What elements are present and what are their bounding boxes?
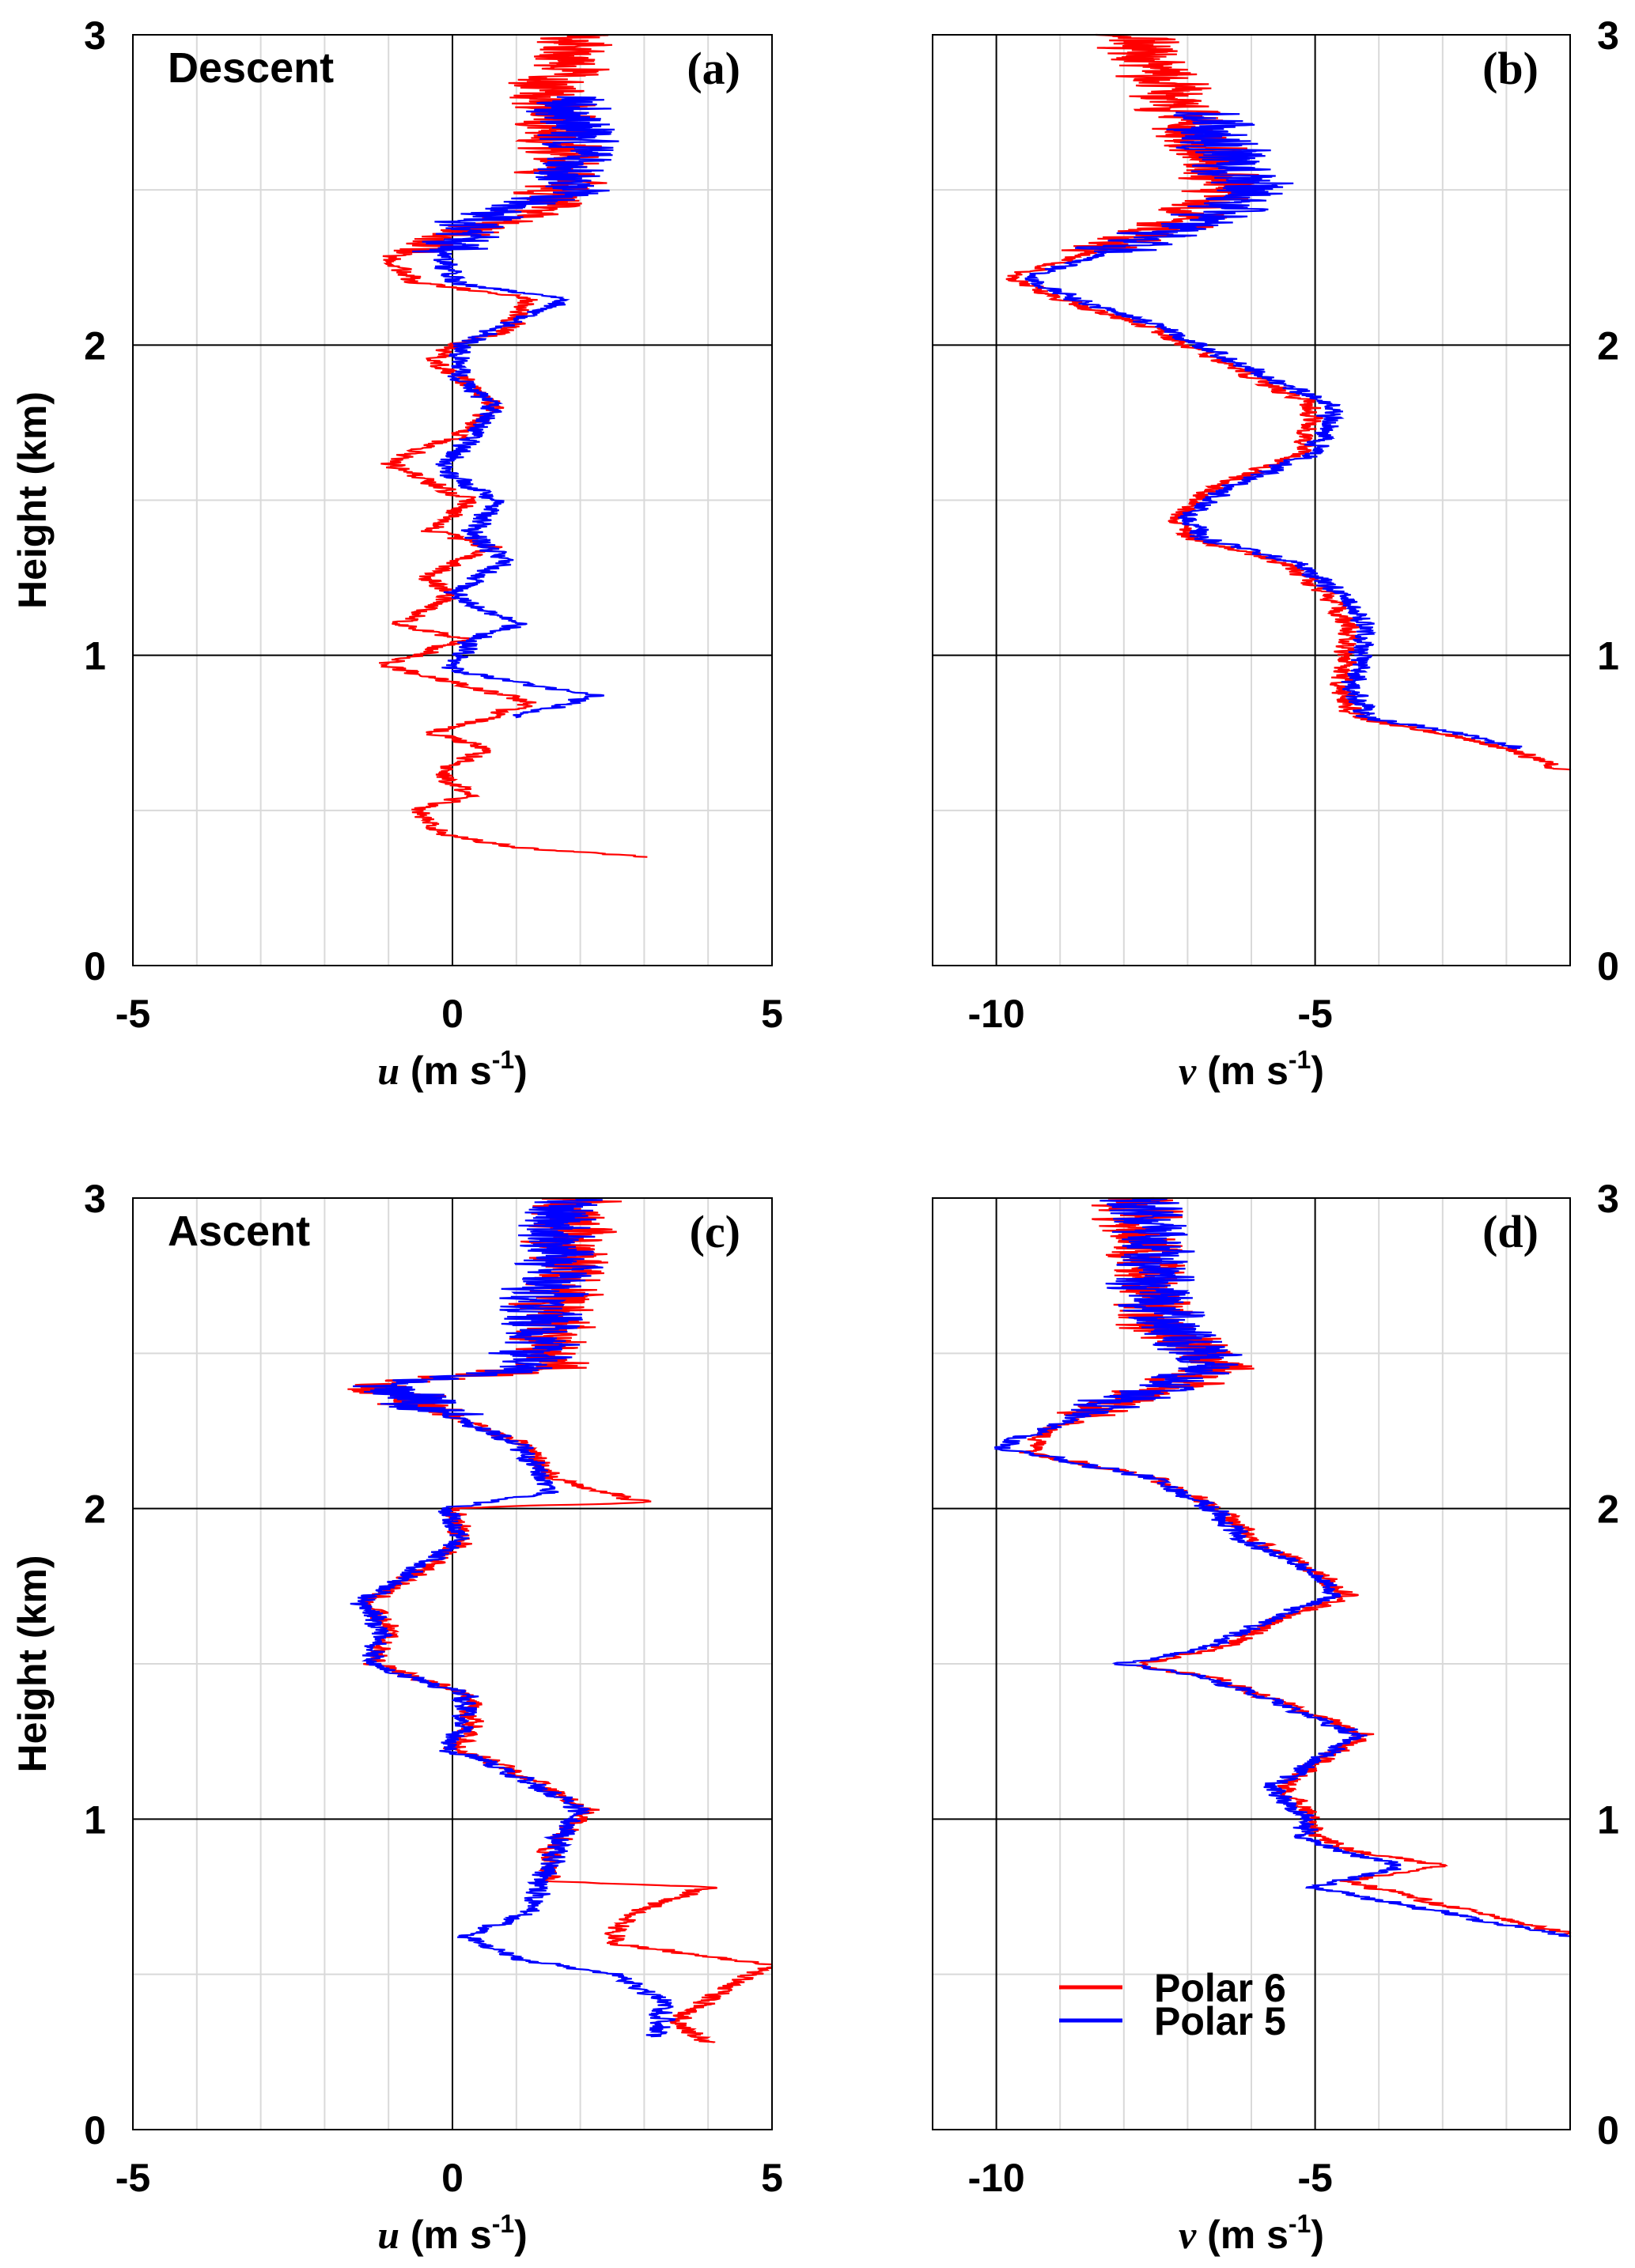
x-axis-exponent: -1 [492, 2209, 514, 2238]
x-axis-unit: (m s [1196, 2213, 1289, 2257]
y-tick-label: 2 [1597, 323, 1619, 368]
y-tick-label: 2 [84, 323, 106, 368]
y-tick-label: 3 [1597, 13, 1619, 58]
x-axis-exponent: -1 [1289, 2209, 1311, 2238]
x-tick-label: 0 [441, 2156, 464, 2200]
panel-label: (d) [1482, 1206, 1538, 1257]
x-axis-exponent: -1 [1289, 1045, 1311, 1074]
legend-label: Polar 6 [1154, 1966, 1286, 2010]
x-tick-label: -10 [967, 2156, 1024, 2200]
y-tick-label: 0 [84, 944, 106, 988]
plot-frame [132, 34, 773, 966]
plot-frame [932, 1197, 1571, 2130]
phase-label: Ascent [168, 1208, 310, 1255]
panel-label: (c) [690, 1206, 740, 1257]
series-line-polar-5 [993, 1197, 1572, 1937]
x-axis-exponent: -1 [492, 1045, 514, 1074]
plot-frame [932, 34, 1571, 966]
plot-frame [132, 1197, 773, 2130]
phase-label: Descent [168, 44, 334, 92]
x-axis-unit: (m s [399, 1049, 492, 1093]
x-axis-variable: u [377, 1049, 399, 1093]
y-tick-label: 1 [84, 634, 106, 679]
panel-label: (b) [1482, 43, 1538, 94]
y-tick-label: 0 [1597, 2108, 1619, 2153]
x-tick-label: -5 [115, 992, 150, 1036]
series-line-polar-6 [1019, 1196, 1572, 1935]
x-tick-label: -5 [115, 2156, 150, 2200]
series-line-polar-6 [347, 1197, 774, 2043]
panel-b: -10 -5 0 1 2 3 v (m s-1) (b) [932, 13, 1619, 1093]
y-axis-label: Height (km) [10, 391, 55, 609]
x-axis-label: u (m s-1) [377, 1045, 528, 1093]
x-axis-variable: v [1179, 2213, 1197, 2257]
series-line-polar-6 [379, 34, 648, 858]
x-axis-label: v (m s-1) [1179, 2209, 1324, 2257]
y-tick-label: 1 [1597, 1797, 1619, 1842]
y-tick-label: 0 [84, 2108, 106, 2153]
series-line-polar-5 [412, 96, 619, 719]
x-axis-unit: (m s [399, 2213, 492, 2257]
y-tick-label: 1 [84, 1797, 106, 1842]
x-axis-close: ) [1311, 2213, 1324, 2257]
x-axis-close: ) [514, 2213, 528, 2257]
x-tick-label: -5 [1297, 2156, 1332, 2200]
x-tick-label: -10 [967, 992, 1024, 1036]
x-axis-variable: v [1179, 1049, 1197, 1093]
y-axis-label: Height (km) [10, 1555, 55, 1773]
x-tick-label: 5 [761, 2156, 783, 2200]
x-axis-variable: u [377, 2213, 399, 2257]
y-tick-label: 3 [84, 13, 106, 58]
legend-label: Polar 5 [1154, 1999, 1286, 2043]
series-line-polar-5 [1024, 112, 1523, 750]
x-tick-label: -5 [1297, 992, 1332, 1036]
panel-label: (a) [687, 43, 740, 94]
y-tick-label: 2 [84, 1487, 106, 1532]
x-axis-close: ) [514, 1049, 528, 1093]
x-tick-label: 5 [761, 992, 783, 1036]
y-tick-label: 3 [1597, 1177, 1619, 1221]
x-axis-close: ) [1311, 1049, 1324, 1093]
x-axis-unit: (m s [1196, 1049, 1289, 1093]
y-tick-label: 0 [1597, 944, 1619, 988]
series-line-polar-5 [350, 1196, 676, 2038]
x-axis-label: v (m s-1) [1179, 1045, 1324, 1093]
y-tick-label: 1 [1597, 634, 1619, 679]
y-tick-label: 3 [84, 1177, 106, 1221]
x-tick-label: 0 [441, 992, 464, 1036]
y-tick-label: 2 [1597, 1487, 1619, 1532]
x-axis-label: u (m s-1) [377, 2209, 528, 2257]
series-line-polar-6 [1005, 33, 1572, 771]
